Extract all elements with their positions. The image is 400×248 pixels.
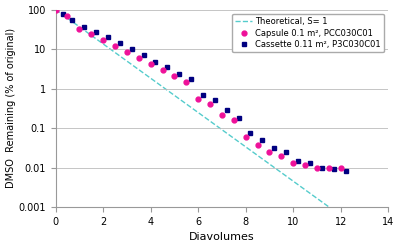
Cassette 0.11 m², P3C030C01 (272, 146, 277, 149)
Capsule 0.1 m², PCC030C01 (220, 113, 224, 116)
Capsule 0.1 m², PCC030C01 (112, 44, 117, 47)
Theoretical, S= 1 (235, 139, 240, 142)
Capsule 0.1 m², PCC030C01 (53, 8, 58, 11)
Cassette 0.11 m², P3C030C01 (153, 60, 158, 63)
Cassette 0.11 m², P3C030C01 (224, 109, 229, 112)
Capsule 0.1 m², PCC030C01 (172, 74, 177, 77)
Capsule 0.1 m², PCC030C01 (303, 163, 308, 166)
Capsule 0.1 m², PCC030C01 (291, 162, 296, 165)
Cassette 0.11 m², P3C030C01 (319, 166, 324, 169)
Theoretical, S= 1 (350, 223, 355, 226)
Capsule 0.1 m², PCC030C01 (184, 80, 189, 83)
Cassette 0.11 m², P3C030C01 (236, 117, 241, 120)
Legend: Theoretical, S= 1, Capsule 0.1 m², PCC030C01, Cassette 0.11 m², P3C030C01: Theoretical, S= 1, Capsule 0.1 m², PCC03… (232, 14, 384, 52)
Cassette 0.11 m², P3C030C01 (141, 54, 146, 57)
Capsule 0.1 m², PCC030C01 (208, 103, 212, 106)
Capsule 0.1 m², PCC030C01 (136, 56, 141, 59)
X-axis label: Diavolumes: Diavolumes (189, 232, 255, 243)
Capsule 0.1 m², PCC030C01 (255, 143, 260, 146)
Line: Capsule 0.1 m², PCC030C01: Capsule 0.1 m², PCC030C01 (53, 7, 343, 170)
Capsule 0.1 m², PCC030C01 (65, 15, 70, 18)
Cassette 0.11 m², P3C030C01 (331, 168, 336, 171)
Cassette 0.11 m², P3C030C01 (343, 170, 348, 173)
Theoretical, S= 1 (53, 8, 58, 11)
Cassette 0.11 m², P3C030C01 (212, 99, 217, 102)
Cassette 0.11 m², P3C030C01 (189, 78, 194, 81)
Capsule 0.1 m², PCC030C01 (160, 68, 165, 71)
Capsule 0.1 m², PCC030C01 (148, 62, 153, 65)
Cassette 0.11 m², P3C030C01 (308, 162, 312, 165)
Capsule 0.1 m², PCC030C01 (196, 97, 200, 100)
Cassette 0.11 m², P3C030C01 (70, 18, 74, 21)
Theoretical, S= 1 (304, 189, 308, 192)
Capsule 0.1 m², PCC030C01 (326, 166, 331, 169)
Capsule 0.1 m², PCC030C01 (232, 119, 236, 122)
Capsule 0.1 m², PCC030C01 (267, 151, 272, 154)
Capsule 0.1 m², PCC030C01 (101, 38, 106, 41)
Capsule 0.1 m², PCC030C01 (89, 32, 94, 35)
Capsule 0.1 m², PCC030C01 (77, 28, 82, 31)
Cassette 0.11 m², P3C030C01 (200, 93, 205, 96)
Cassette 0.11 m², P3C030C01 (284, 151, 288, 154)
Capsule 0.1 m², PCC030C01 (338, 166, 343, 169)
Y-axis label: DMSO  Remaining (% of original): DMSO Remaining (% of original) (6, 28, 16, 188)
Cassette 0.11 m², P3C030C01 (296, 159, 300, 162)
Theoretical, S= 1 (229, 135, 234, 138)
Capsule 0.1 m², PCC030C01 (279, 154, 284, 157)
Cassette 0.11 m², P3C030C01 (117, 42, 122, 45)
Cassette 0.11 m², P3C030C01 (248, 132, 253, 135)
Capsule 0.1 m², PCC030C01 (243, 135, 248, 138)
Cassette 0.11 m², P3C030C01 (165, 66, 170, 69)
Theoretical, S= 1 (54, 9, 59, 12)
Cassette 0.11 m², P3C030C01 (60, 12, 65, 15)
Line: Theoretical, S= 1: Theoretical, S= 1 (56, 10, 353, 224)
Cassette 0.11 m², P3C030C01 (94, 31, 98, 33)
Theoretical, S= 1 (322, 203, 327, 206)
Cassette 0.11 m², P3C030C01 (129, 48, 134, 51)
Capsule 0.1 m², PCC030C01 (124, 50, 129, 53)
Cassette 0.11 m², P3C030C01 (106, 36, 110, 39)
Line: Cassette 0.11 m², P3C030C01: Cassette 0.11 m², P3C030C01 (60, 11, 348, 174)
Capsule 0.1 m², PCC030C01 (315, 166, 320, 169)
Cassette 0.11 m², P3C030C01 (82, 26, 86, 29)
Theoretical, S= 1 (230, 136, 235, 139)
Cassette 0.11 m², P3C030C01 (177, 72, 182, 75)
Cassette 0.11 m², P3C030C01 (260, 139, 265, 142)
